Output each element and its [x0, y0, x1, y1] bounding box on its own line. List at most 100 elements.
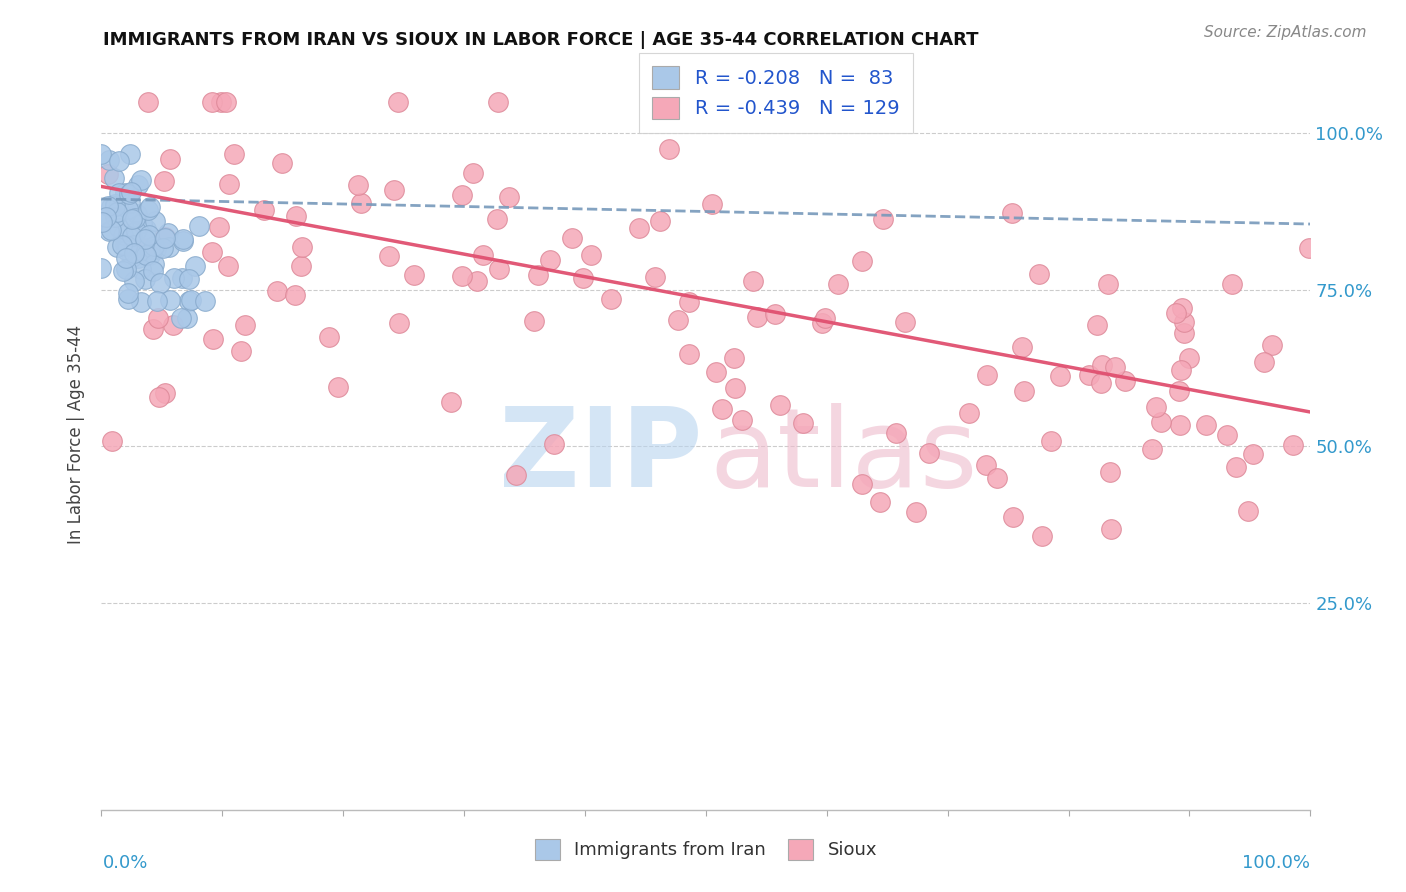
- Point: [148, 390, 170, 404]
- Point: [107, 221, 129, 235]
- Point: [117, 292, 139, 306]
- Point: [103, 170, 125, 185]
- Point: [107, 240, 129, 254]
- Point: [142, 239, 165, 253]
- Point: [129, 295, 152, 310]
- Point: [121, 229, 143, 244]
- Point: [388, 316, 411, 330]
- Point: [97, 224, 120, 238]
- Point: [986, 470, 1008, 484]
- Point: [814, 310, 837, 325]
- Point: [486, 95, 509, 109]
- Point: [498, 190, 520, 204]
- Point: [122, 238, 145, 252]
- Point: [172, 235, 194, 249]
- Point: [143, 214, 166, 228]
- Point: [120, 195, 142, 210]
- Point: [1078, 368, 1101, 382]
- Point: [121, 250, 143, 264]
- Point: [465, 274, 488, 288]
- Point: [543, 437, 565, 451]
- Point: [1241, 447, 1264, 461]
- Point: [747, 310, 769, 325]
- Point: [1012, 384, 1035, 398]
- Point: [145, 242, 167, 256]
- Point: [104, 210, 127, 224]
- Point: [1090, 376, 1112, 391]
- Point: [1150, 415, 1173, 429]
- Point: [153, 173, 176, 187]
- Point: [704, 365, 727, 379]
- Point: [666, 312, 689, 326]
- Point: [131, 216, 153, 230]
- Point: [139, 248, 162, 262]
- Point: [149, 276, 172, 290]
- Point: [488, 261, 510, 276]
- Point: [1178, 351, 1201, 365]
- Point: [118, 147, 141, 161]
- Point: [90, 215, 112, 229]
- Point: [142, 264, 165, 278]
- Point: [769, 398, 792, 412]
- Point: [827, 277, 849, 291]
- Point: [678, 347, 700, 361]
- Point: [450, 268, 472, 283]
- Point: [108, 186, 131, 200]
- Point: [658, 142, 681, 156]
- Point: [142, 242, 165, 256]
- Point: [111, 238, 134, 252]
- Point: [440, 395, 463, 409]
- Point: [378, 249, 401, 263]
- Point: [1001, 510, 1024, 524]
- Point: [581, 248, 603, 262]
- Point: [101, 434, 124, 448]
- Text: 0.0%: 0.0%: [103, 855, 148, 872]
- Point: [115, 261, 138, 276]
- Point: [957, 406, 980, 420]
- Point: [678, 294, 700, 309]
- Text: IMMIGRANTS FROM IRAN VS SIOUX IN LABOR FORCE | AGE 35-44 CORRELATION CHART: IMMIGRANTS FROM IRAN VS SIOUX IN LABOR F…: [103, 31, 979, 49]
- Point: [851, 253, 873, 268]
- Point: [1114, 375, 1136, 389]
- Point: [1011, 340, 1033, 354]
- Point: [1090, 358, 1112, 372]
- Point: [628, 221, 651, 235]
- Point: [1171, 301, 1194, 315]
- Point: [382, 183, 405, 197]
- Text: 100.0%: 100.0%: [1243, 855, 1310, 872]
- Point: [523, 314, 546, 328]
- Point: [114, 186, 136, 200]
- Point: [1281, 438, 1303, 452]
- Text: Source: ZipAtlas.com: Source: ZipAtlas.com: [1204, 25, 1367, 40]
- Point: [90, 147, 112, 161]
- Point: [117, 238, 139, 252]
- Point: [1049, 369, 1071, 384]
- Point: [129, 262, 152, 277]
- Point: [117, 286, 139, 301]
- Point: [1220, 277, 1243, 291]
- Point: [162, 318, 184, 332]
- Point: [1104, 359, 1126, 374]
- Point: [142, 322, 165, 336]
- Point: [1085, 318, 1108, 333]
- Point: [162, 271, 184, 285]
- Point: [894, 315, 917, 329]
- Point: [139, 200, 162, 214]
- Point: [318, 330, 340, 344]
- Point: [117, 202, 139, 216]
- Point: [184, 259, 207, 273]
- Point: [124, 211, 146, 226]
- Point: [90, 260, 112, 275]
- Point: [463, 166, 485, 180]
- Point: [650, 213, 672, 227]
- Point: [1261, 337, 1284, 351]
- Point: [724, 381, 747, 395]
- Point: [202, 332, 225, 346]
- Point: [100, 200, 122, 214]
- Point: [1168, 417, 1191, 432]
- Point: [1170, 362, 1192, 376]
- Point: [176, 310, 198, 325]
- Point: [1225, 460, 1247, 475]
- Point: [138, 95, 160, 109]
- Point: [1140, 442, 1163, 457]
